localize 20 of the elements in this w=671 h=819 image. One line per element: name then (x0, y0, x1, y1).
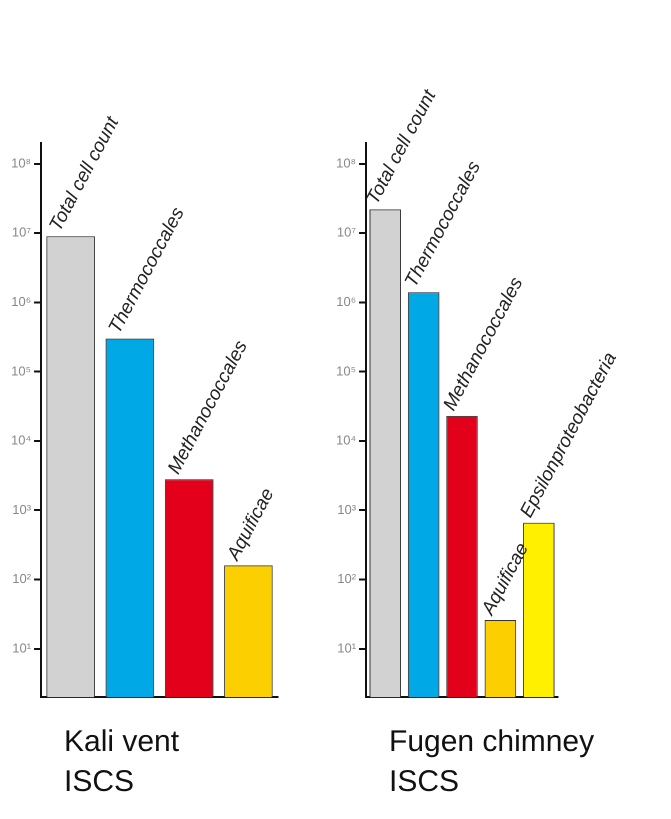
y-tick-label: 10⁸ (336, 155, 356, 170)
y-tick-label: 10³ (337, 502, 357, 517)
y-tick-label: 10⁵ (336, 363, 356, 378)
annotation: Total cell count (362, 86, 441, 208)
y-tick-label: 10¹ (337, 640, 357, 656)
y-tick-label: 10¹ (12, 640, 32, 656)
y-tick-label: 10² (12, 571, 32, 586)
y-tick-label: 10³ (12, 502, 32, 517)
x-axis-title: Kali vent ISCS (63, 724, 180, 800)
y-tick-label: 10² (337, 571, 357, 586)
annotation: Total cell count (46, 112, 124, 235)
y-tick-label: 10⁷ (336, 224, 356, 240)
x-axis-title: Fugen chimney ISCS (388, 724, 596, 800)
y-tick-label: 10⁴ (336, 432, 356, 448)
y-tick-label: 10⁶ (11, 294, 32, 309)
y-tick-label: 10⁶ (336, 294, 356, 309)
y-tick-label: 10⁴ (11, 432, 32, 448)
y-tick-label: 10⁵ (11, 363, 32, 378)
y-tick-label: 10⁷ (12, 224, 32, 240)
y-tick-label: 10⁸ (11, 155, 32, 170)
